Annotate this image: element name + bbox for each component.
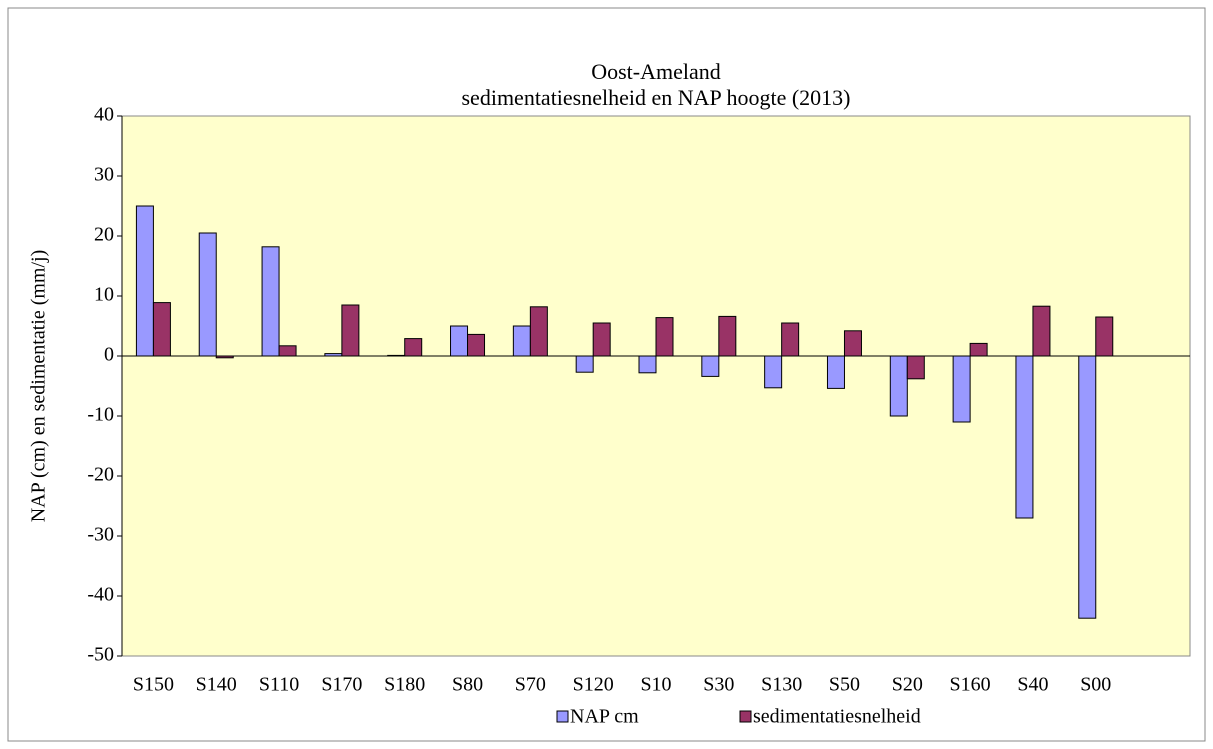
x-tick-label: S160 xyxy=(950,674,991,696)
bar xyxy=(701,355,720,377)
bar xyxy=(843,330,862,357)
x-tick-label: S70 xyxy=(515,674,546,696)
x-tick-label: S180 xyxy=(384,674,425,696)
plot-area xyxy=(121,115,1191,657)
bar xyxy=(135,205,154,357)
chart-subtitle: sedimentatiesnelheid en NAP hoogte (2013… xyxy=(462,85,851,110)
y-tick-label: -20 xyxy=(87,464,114,486)
x-tick-label: S110 xyxy=(259,674,299,696)
y-tick-label: 30 xyxy=(94,164,114,186)
x-tick-label: S20 xyxy=(892,674,923,696)
bar xyxy=(655,317,674,357)
bar xyxy=(278,345,297,357)
bar xyxy=(467,333,486,357)
bar xyxy=(575,355,594,373)
x-tick-label: S80 xyxy=(452,674,483,696)
bar xyxy=(1015,355,1034,519)
bar xyxy=(450,325,469,357)
x-tick-label: S130 xyxy=(761,674,802,696)
x-tick-label: S170 xyxy=(321,674,362,696)
y-tick-label: -40 xyxy=(87,584,114,606)
legend-swatch xyxy=(739,710,752,723)
bar xyxy=(718,315,737,357)
y-tick-label: -50 xyxy=(87,644,114,666)
bar xyxy=(826,355,845,389)
y-tick-label: 20 xyxy=(94,224,114,246)
x-tick-label: S10 xyxy=(640,674,671,696)
x-tick-label: S50 xyxy=(829,674,860,696)
x-tick-label: S150 xyxy=(133,674,174,696)
bar xyxy=(592,322,611,357)
bar xyxy=(1078,355,1097,619)
x-tick-label: S140 xyxy=(196,674,237,696)
bar xyxy=(1032,305,1051,357)
bar xyxy=(198,232,217,357)
y-tick-label: -30 xyxy=(87,524,114,546)
legend-swatch xyxy=(556,710,569,723)
chart-title: Oost-Ameland xyxy=(591,59,721,84)
bar xyxy=(638,355,657,374)
x-tick-label: S120 xyxy=(573,674,614,696)
y-tick-label: -10 xyxy=(87,404,114,426)
bar xyxy=(952,355,971,423)
y-tick-label: 10 xyxy=(94,284,114,306)
legend-label: sedimentatiesnelheid xyxy=(753,706,921,728)
bar xyxy=(529,306,548,357)
y-tick-label: 40 xyxy=(94,104,114,126)
y-axis-label: NAP (cm) en sedimentatie (mm/j) xyxy=(28,250,50,523)
bar xyxy=(261,246,280,357)
bar xyxy=(781,322,800,357)
bar xyxy=(764,355,783,389)
bar xyxy=(889,355,908,417)
bar xyxy=(512,325,531,357)
bar xyxy=(1095,316,1114,357)
bar xyxy=(404,338,423,357)
x-tick-label: S30 xyxy=(703,674,734,696)
legend-label: NAP cm xyxy=(570,706,639,728)
y-tick-label: 0 xyxy=(104,344,114,366)
x-tick-label: S40 xyxy=(1017,674,1048,696)
bar xyxy=(152,302,171,357)
bar xyxy=(341,304,360,357)
bar xyxy=(969,342,988,357)
bar xyxy=(906,355,925,380)
x-tick-label: S00 xyxy=(1080,674,1111,696)
